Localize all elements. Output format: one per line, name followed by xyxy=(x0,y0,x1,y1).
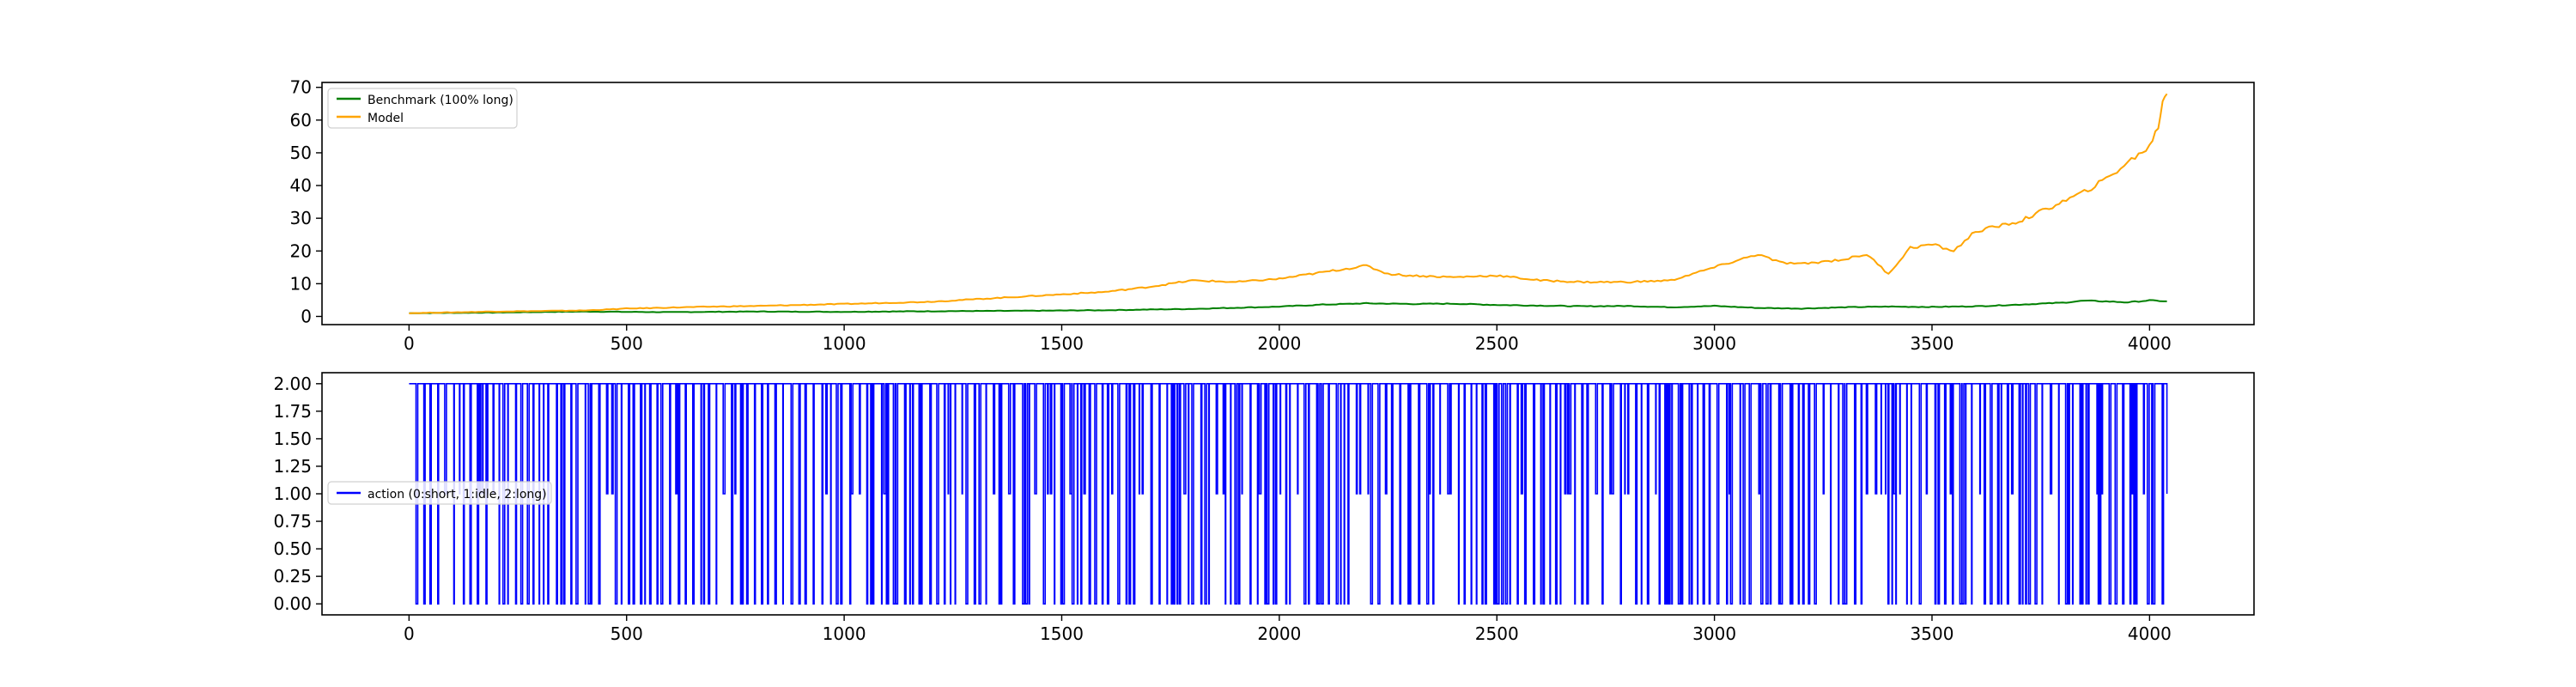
bottom-plot-area xyxy=(322,373,2254,615)
bottom-x-tick-label: 2500 xyxy=(1475,623,1519,644)
top-y-axis: 0 10 20 30 40 50 60 70 xyxy=(290,77,322,326)
top-subplot: 0 500 1000 1500 2000 2500 3000 3500 4000 0 10 20 30… xyxy=(290,77,2255,354)
top-y-tick-label: 0 xyxy=(301,306,312,326)
top-y-tick-label: 10 xyxy=(290,273,312,294)
top-y-tick-label: 50 xyxy=(290,143,312,163)
top-axes-frame xyxy=(321,82,2255,325)
model-series-line xyxy=(409,93,2168,314)
top-series-layer xyxy=(409,93,2168,314)
bottom-y-tick-label: 1.75 xyxy=(273,401,312,422)
bottom-x-tick-label: 4000 xyxy=(2128,623,2172,644)
top-plot-area xyxy=(322,82,2254,325)
top-x-tick-label: 500 xyxy=(611,333,643,354)
top-x-axis: 0 500 1000 1500 2000 2500 3000 3500 4000 xyxy=(404,325,2172,354)
bottom-y-tick-label: 0.25 xyxy=(273,566,312,587)
bottom-y-tick-label: 2.00 xyxy=(273,374,312,394)
bottom-y-tick-label: 0.50 xyxy=(273,538,312,559)
top-x-tick-label: 2500 xyxy=(1475,333,1519,354)
bottom-y-tick-label: 1.25 xyxy=(273,456,312,477)
bottom-x-tick-label: 1000 xyxy=(823,623,866,644)
top-x-tick-label: 3500 xyxy=(1911,333,1954,354)
top-x-tick-label: 0 xyxy=(404,333,415,354)
top-y-tick-label: 40 xyxy=(290,175,312,196)
bottom-x-tick-label: 3000 xyxy=(1692,623,1736,644)
bottom-legend-box xyxy=(327,481,552,505)
legend-label-benchmark: Benchmark (100% long) xyxy=(368,94,513,107)
bottom-x-tick-label: 500 xyxy=(611,623,643,644)
top-x-tick-label: 4000 xyxy=(2128,333,2172,354)
legend-label-model: Model xyxy=(368,112,404,125)
bottom-y-tick-label: 0.75 xyxy=(273,511,312,532)
top-y-tick-label: 20 xyxy=(290,240,312,261)
top-x-tick-label: 1500 xyxy=(1040,333,1084,354)
bottom-legend: action (0:short, 1:idle, 2:long) xyxy=(327,481,552,505)
benchmark-series-line xyxy=(409,299,2167,314)
bottom-x-tick-label: 0 xyxy=(404,623,415,644)
bottom-x-tick-label: 1500 xyxy=(1040,623,1084,644)
action-series-line xyxy=(409,382,2168,605)
bottom-y-axis: 0.00 0.25 0.50 0.75 1.00 1.25 1.50 1.75 2.00 xyxy=(273,374,322,614)
legend-label-action: action (0:short, 1:idle, 2:long) xyxy=(368,488,547,502)
top-x-tick-label: 1000 xyxy=(823,333,866,354)
bottom-series-layer xyxy=(409,382,2168,605)
bottom-subplot: 0 500 1000 1500 2000 2500 3000 3500 4000 0.00 0.2… xyxy=(273,372,2255,644)
top-x-tick-label: 2000 xyxy=(1257,333,1301,354)
top-y-tick-label: 70 xyxy=(290,77,312,98)
bottom-y-tick-label: 1.00 xyxy=(273,483,312,504)
top-legend-box xyxy=(327,88,518,129)
bottom-x-tick-label: 2000 xyxy=(1257,623,1301,644)
top-x-tick-label: 3000 xyxy=(1692,333,1736,354)
bottom-x-tick-label: 3500 xyxy=(1911,623,1954,644)
bottom-y-tick-label: 0.00 xyxy=(273,593,312,614)
bottom-x-axis: 0 500 1000 1500 2000 2500 3000 3500 4000 xyxy=(404,615,2172,644)
top-legend: Benchmark (100% long) Model xyxy=(327,88,518,129)
top-y-tick-label: 30 xyxy=(290,208,312,228)
bottom-y-tick-label: 1.50 xyxy=(273,429,312,449)
top-y-tick-label: 60 xyxy=(290,110,312,131)
